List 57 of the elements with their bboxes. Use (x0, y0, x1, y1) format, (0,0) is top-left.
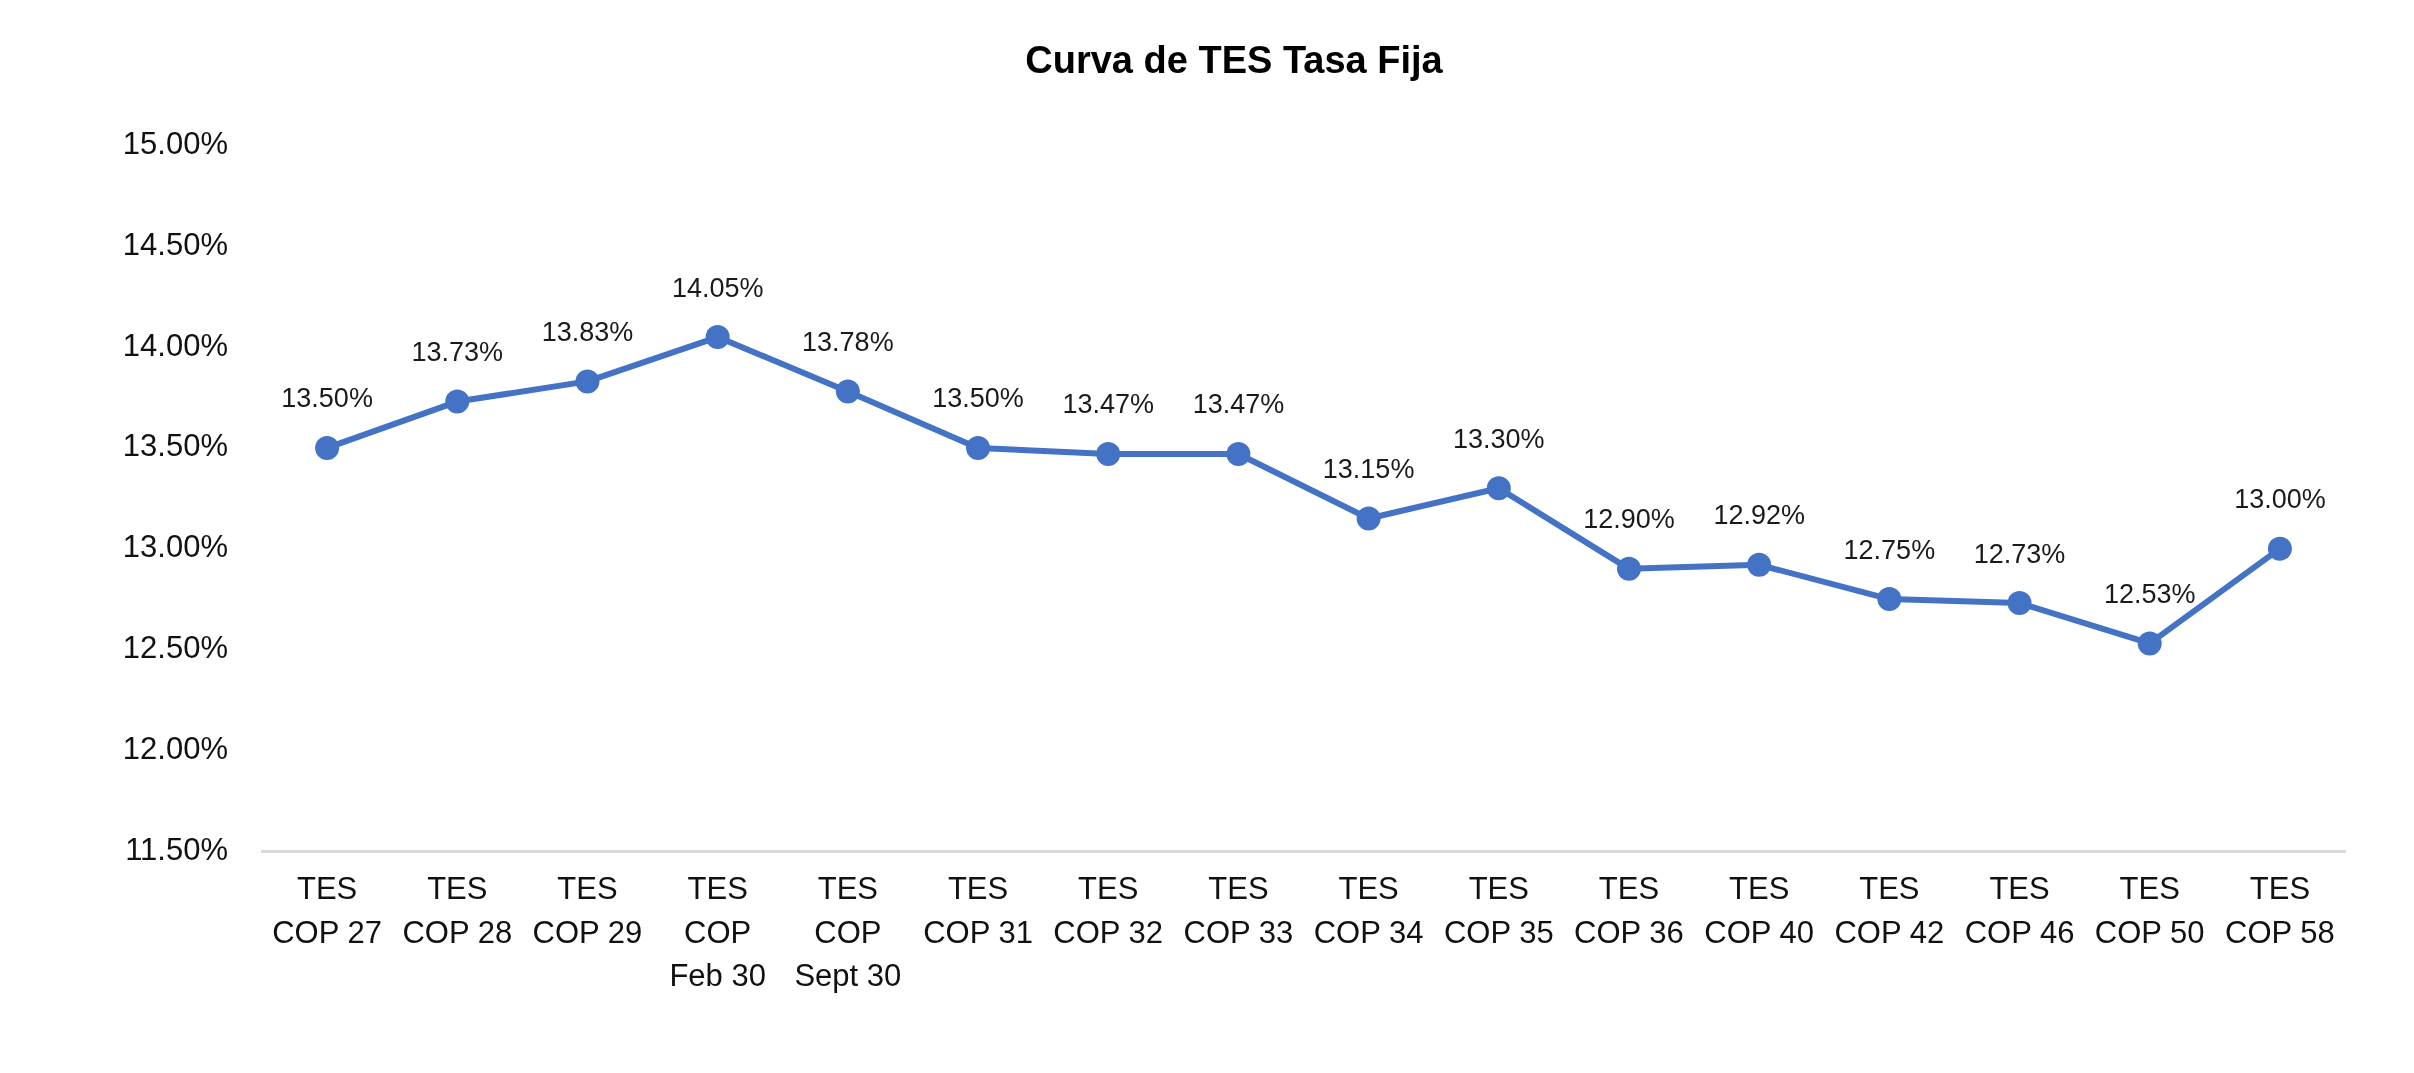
point (2137, 631, 2162, 656)
point (315, 435, 340, 460)
y-tick-label: 13.00% (122, 529, 228, 565)
data-label: 13.47% (1062, 389, 1155, 420)
data-label: 13.78% (802, 326, 894, 357)
data-label: 12.75% (1843, 534, 1936, 565)
x-tick-label: TES COP 33 (1183, 871, 1294, 950)
data-label: 12.92% (1713, 500, 1805, 531)
x-tick-label: TES COP 27 (272, 871, 382, 950)
data-label: 14.05% (671, 272, 764, 303)
x-tick-label: TES COP 42 (1834, 871, 1945, 950)
point (705, 325, 730, 350)
x-tick-label: TES COP 31 (923, 871, 1033, 950)
x-tick-label: TES COP 50 (2094, 871, 2205, 950)
point (1747, 552, 1772, 577)
data-label: 13.30% (1452, 423, 1545, 454)
x-tick-label: TES COP Sept 30 (794, 871, 902, 994)
point (445, 389, 470, 414)
data-label: 13.73% (411, 337, 504, 368)
y-tick-label: 15.00% (122, 126, 228, 162)
point (1616, 556, 1641, 581)
point (1096, 441, 1121, 466)
point (2267, 536, 2292, 561)
data-label: 13.47% (1192, 389, 1285, 420)
x-tick-label: TES COP Feb 30 (669, 871, 766, 994)
data-label: 13.50% (932, 383, 1024, 414)
point (1226, 441, 1251, 466)
data-label: 12.90% (1583, 504, 1675, 535)
x-tick-label: TES COP 32 (1053, 871, 1164, 950)
x-tick-label: TES COP 46 (1964, 871, 2075, 950)
point (1877, 587, 1902, 612)
x-tick-label: TES COP 34 (1313, 871, 1424, 950)
point (575, 369, 600, 394)
y-tick-label: 14.50% (122, 226, 228, 262)
data-label: 13.00% (2234, 484, 2326, 515)
data-label: 12.53% (2103, 578, 2196, 609)
x-tick-label: TES COP 35 (1443, 871, 1554, 950)
data-label: 12.73% (1973, 538, 2066, 569)
chart-title: Curva de TES Tasa Fija (1025, 39, 1444, 82)
x-tick-label: TES COP 40 (1704, 871, 1815, 950)
y-tick-label: 13.50% (122, 428, 228, 464)
x-tick-label: TES COP 58 (2225, 871, 2335, 950)
point (1356, 506, 1381, 531)
data-label: 13.50% (281, 383, 373, 414)
x-tick-label: TES COP 36 (1574, 871, 1684, 950)
x-tick-label: TES COP 29 (532, 871, 643, 950)
data-label: 13.15% (1322, 453, 1415, 484)
data-label: 13.83% (541, 316, 634, 347)
y-tick-label: 12.50% (122, 630, 228, 665)
point (2007, 591, 2032, 616)
y-tick-label: 14.00% (122, 327, 228, 363)
point (966, 435, 991, 460)
y-tick-label: 12.00% (122, 730, 228, 766)
point (1486, 476, 1511, 501)
y-tick-label: 11.50% (125, 831, 228, 867)
point (835, 379, 860, 404)
x-tick-label: TES COP 28 (402, 871, 513, 950)
